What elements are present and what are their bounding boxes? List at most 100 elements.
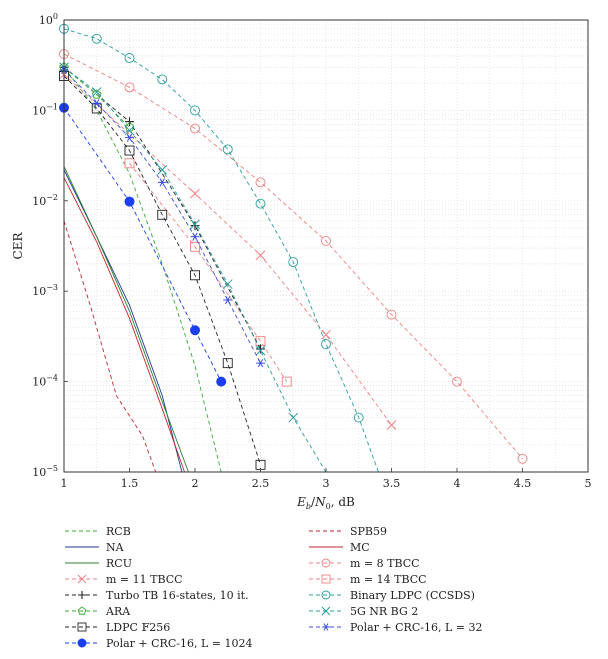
legend-label: m = 11 TBCC: [106, 572, 183, 586]
data-point: [157, 164, 168, 175]
series-line: [63, 166, 189, 473]
series-line: [63, 66, 222, 473]
legend-swatch: [309, 574, 343, 584]
data-point: [124, 196, 135, 207]
x-tick-label: 4: [454, 477, 461, 490]
legend-label: SPB59: [350, 524, 388, 538]
data-point: [124, 158, 135, 169]
legend-item: SPB59: [308, 523, 387, 539]
series-line: [63, 169, 183, 473]
legend-swatch: [65, 606, 99, 615]
data-point: [321, 558, 331, 568]
x-tick-label: 1: [61, 477, 68, 490]
data-point: [452, 376, 462, 387]
data-point: [321, 574, 331, 584]
legend-item: NA: [64, 539, 124, 555]
x-tick-label: 3: [323, 477, 330, 490]
data-point: [353, 412, 364, 423]
data-point: [91, 33, 102, 44]
data-point: [77, 622, 87, 632]
data-point: [281, 376, 292, 387]
legend-item: m = 11 TBCC: [64, 571, 183, 587]
legend-swatch: [65, 622, 99, 632]
legend-swatch: [309, 558, 343, 568]
legend-label: 5G NR BG 2: [350, 604, 419, 618]
data-point: [190, 270, 200, 281]
data-point: [321, 329, 331, 340]
x-axis-title: Eb/N0, dB: [296, 495, 355, 511]
series-layer: [59, 23, 528, 473]
data-point: [255, 250, 266, 261]
data-point: [77, 574, 87, 584]
data-point: [91, 87, 102, 97]
grid: [63, 20, 589, 473]
y-tick-label: 10−1: [32, 102, 58, 117]
series-4: [63, 166, 189, 473]
data-point: [190, 325, 200, 336]
series-10: [59, 62, 135, 132]
series-line: [63, 74, 392, 426]
y-tick-label: 10−3: [32, 283, 58, 298]
data-point: [78, 591, 86, 599]
data-point: [321, 590, 331, 600]
data-point: [91, 89, 102, 99]
data-point: [77, 606, 87, 615]
data-point: [91, 103, 102, 114]
data-point: [222, 144, 233, 155]
legend-item: ARA: [64, 603, 130, 619]
data-point: [124, 82, 135, 93]
series-7: [124, 158, 292, 387]
legend-label: MC: [350, 540, 370, 554]
series-line: [129, 163, 288, 382]
data-point: [157, 74, 168, 85]
series-1: [63, 220, 157, 473]
x-tick-label: 3.5: [383, 477, 401, 490]
legend-label: RCB: [106, 524, 131, 538]
series-line: [63, 220, 157, 473]
data-point: [321, 235, 331, 246]
data-point: [321, 339, 331, 350]
series-14: [59, 102, 227, 387]
data-point: [386, 309, 397, 320]
data-point: [190, 241, 200, 252]
data-point: [255, 198, 266, 209]
series-line: [63, 53, 523, 460]
legend-label: RCU: [106, 556, 132, 570]
x-tick-label: 4.5: [514, 477, 532, 490]
legend-label: Polar + CRC-16, L = 32: [350, 620, 483, 634]
legend-label: NA: [106, 540, 124, 554]
series-0: [63, 66, 222, 473]
series-8: [59, 62, 265, 354]
data-point: [256, 359, 265, 368]
legend-item: LDPC 𝔽256: [64, 619, 170, 635]
legend-item: Polar + CRC-16, L = 32: [308, 619, 482, 635]
legend-swatch: [65, 530, 99, 532]
legend-item: 5G NR BG 2: [308, 603, 418, 619]
legend-item: RCB: [64, 523, 131, 539]
series-line: [63, 177, 185, 473]
y-tick-label: 100: [39, 12, 58, 27]
x-tick-label: 5: [585, 477, 592, 490]
legend-item: RCU: [64, 555, 132, 571]
series-9: [59, 23, 379, 473]
series-line: [63, 107, 222, 382]
data-point: [190, 123, 200, 134]
legend-label: m = 8 TBCC: [350, 556, 420, 570]
legend-item: Polar + CRC-16, L = 1024: [64, 635, 252, 651]
data-point: [190, 188, 200, 199]
data-point: [157, 178, 167, 187]
legend-label: LDPC 𝔽256: [106, 620, 171, 634]
data-point: [222, 279, 233, 289]
legend-label: Turbo TB 16-states, 10 it.: [106, 588, 249, 602]
legend-item: m = 8 TBCC: [308, 555, 420, 571]
series-3: [63, 177, 185, 473]
data-point: [124, 145, 135, 156]
series-line: [63, 75, 261, 465]
data-point: [255, 345, 266, 356]
y-tick-label: 10−4: [32, 374, 58, 389]
legend-swatch: [309, 590, 343, 600]
x-tick-label: 2: [192, 477, 199, 490]
legend-label: Binary LDPC (CCSDS): [350, 588, 475, 602]
data-point: [125, 133, 134, 142]
series-13: [59, 65, 265, 368]
